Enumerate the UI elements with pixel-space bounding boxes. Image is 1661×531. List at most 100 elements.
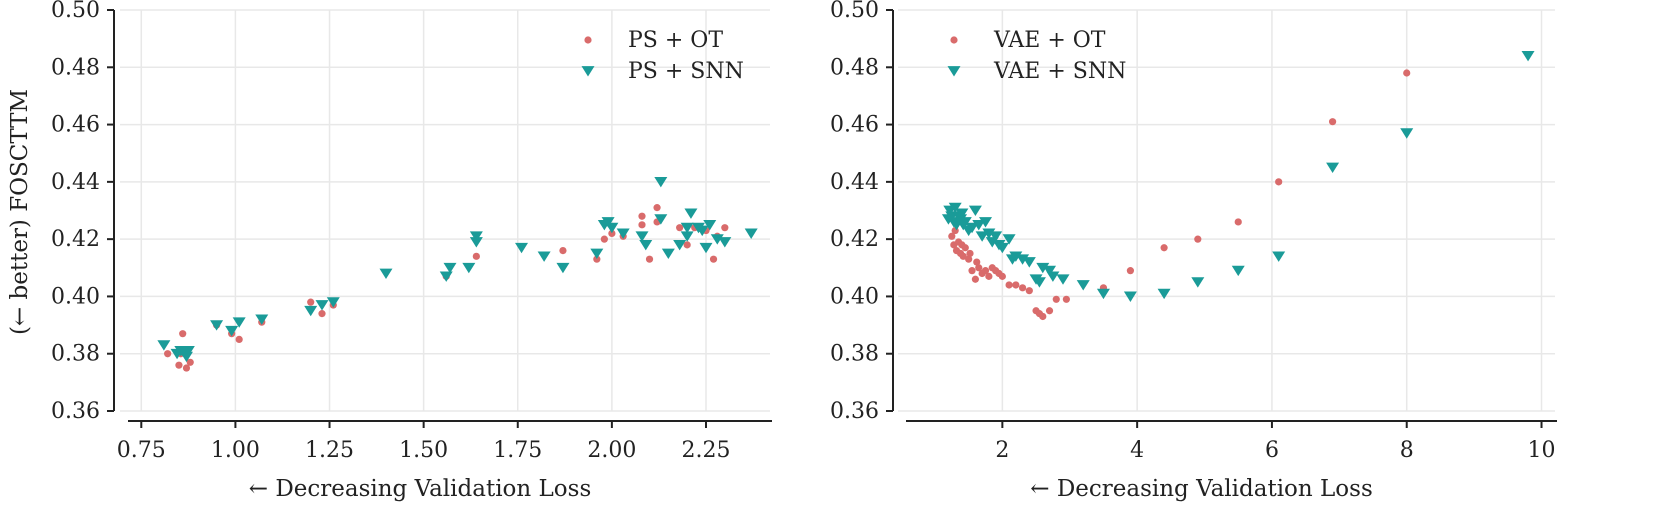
y-tick-label: 0.36 bbox=[51, 399, 100, 424]
data-point-snn bbox=[462, 262, 476, 274]
data-point-ot bbox=[1045, 307, 1054, 315]
y-tick-label: 0.46 bbox=[830, 113, 879, 138]
y-tick-label: 0.46 bbox=[51, 113, 100, 138]
data-point-snn bbox=[1046, 271, 1060, 282]
data-point-ot bbox=[1012, 281, 1020, 289]
data-point-ot bbox=[968, 267, 976, 275]
data-point-ot bbox=[608, 229, 616, 238]
x-axis-title: ← Decreasing Validation Loss bbox=[1030, 476, 1373, 502]
data-point-snn bbox=[703, 219, 717, 231]
data-point-ot bbox=[1005, 281, 1013, 289]
data-point-snn bbox=[1043, 265, 1057, 277]
data-point-snn bbox=[968, 205, 982, 217]
data-point-ot bbox=[559, 247, 567, 255]
data-point-snn bbox=[469, 231, 483, 242]
data-point-ot bbox=[1328, 118, 1337, 126]
data-point-snn bbox=[661, 248, 675, 259]
data-point-ot bbox=[709, 255, 718, 263]
x-tick-label: 1.50 bbox=[399, 438, 448, 463]
x-tick-label: 1.00 bbox=[211, 438, 260, 463]
y-tick-label: 0.48 bbox=[51, 55, 100, 80]
data-point-snn bbox=[654, 214, 668, 225]
data-point-ot bbox=[472, 252, 480, 260]
y-tick-label: 0.42 bbox=[51, 227, 100, 252]
data-point-snn bbox=[995, 242, 1009, 254]
data-point-ot bbox=[593, 255, 601, 263]
data-point-snn bbox=[1191, 277, 1205, 288]
chart-right-panel: 0.36 0.38 0.40 0.42 0.44 0.46 0.48 0.50 2 4 6 8 10 ← … bbox=[830, 0, 1557, 502]
x-tick-label: 8 bbox=[1400, 438, 1414, 463]
y-tick-label: 0.38 bbox=[830, 342, 879, 367]
data-point-ot bbox=[1234, 218, 1242, 226]
data-point-snn bbox=[515, 242, 529, 254]
data-point-snn bbox=[680, 222, 694, 234]
data-point-ot bbox=[1025, 287, 1033, 295]
data-point-snn bbox=[654, 176, 668, 188]
data-point-ot bbox=[683, 241, 691, 249]
x-tick-label: 10 bbox=[1528, 438, 1556, 463]
x-tick-label: 1.75 bbox=[493, 438, 542, 463]
data-point-snn bbox=[304, 305, 318, 317]
y-tick-label: 0.38 bbox=[51, 342, 100, 367]
data-point-snn bbox=[1076, 280, 1090, 291]
x-tick-label: 0.75 bbox=[117, 438, 166, 463]
data-point-snn bbox=[537, 251, 551, 262]
data-point-snn bbox=[1521, 50, 1535, 62]
data-point-snn bbox=[718, 237, 732, 248]
data-point-ot bbox=[1194, 235, 1202, 243]
data-point-snn bbox=[1272, 251, 1286, 262]
y-tick-label: 0.48 bbox=[830, 55, 879, 80]
data-point-ot bbox=[318, 310, 326, 318]
data-point-snn bbox=[1326, 162, 1340, 174]
data-point-snn bbox=[601, 217, 615, 228]
data-point-snn bbox=[605, 222, 619, 234]
data-point-ot bbox=[1052, 295, 1060, 303]
legend-label: PS + SNN bbox=[628, 59, 744, 84]
y-tick-label: 0.40 bbox=[51, 284, 100, 309]
y-tick-label: 0.44 bbox=[51, 170, 100, 195]
data-point-ot bbox=[971, 275, 979, 283]
data-point-snn bbox=[1157, 288, 1171, 300]
data-point-ot bbox=[973, 258, 981, 266]
data-point-snn bbox=[379, 268, 393, 280]
data-point-ot bbox=[645, 255, 654, 263]
data-point-snn bbox=[255, 314, 269, 325]
data-point-snn bbox=[181, 345, 195, 357]
x-tick-label: 6 bbox=[1265, 438, 1279, 463]
data-point-snn bbox=[1016, 254, 1030, 265]
data-point-ot bbox=[1126, 267, 1135, 275]
y-axis-title: (← better) FOSCTTM bbox=[7, 89, 33, 335]
legend-label: PS + OT bbox=[628, 28, 723, 53]
data-point-snn bbox=[179, 351, 193, 363]
data-point-snn bbox=[684, 208, 698, 219]
data-point-snn bbox=[1231, 265, 1245, 277]
data-point-snn bbox=[948, 202, 962, 214]
legend-label: VAE + SNN bbox=[993, 59, 1126, 84]
data-point-ot bbox=[975, 264, 983, 272]
data-point-ot bbox=[638, 221, 646, 229]
x-tick-label: 2.00 bbox=[587, 438, 636, 463]
data-point-ot bbox=[175, 361, 183, 369]
data-point-ot bbox=[966, 249, 974, 258]
data-point-ot bbox=[653, 204, 661, 212]
data-point-ot bbox=[961, 244, 969, 252]
data-point-ot bbox=[1403, 69, 1411, 77]
y-tick-label: 0.42 bbox=[830, 227, 879, 252]
x-axis-title: ← Decreasing Validation Loss bbox=[249, 476, 592, 502]
data-point-ot bbox=[721, 224, 729, 232]
data-point-ot bbox=[307, 298, 315, 306]
data-point-snn bbox=[1002, 234, 1016, 245]
data-point-snn bbox=[699, 242, 713, 254]
data-point-snn bbox=[326, 297, 340, 308]
data-point-ot bbox=[981, 267, 990, 275]
data-point-ot bbox=[600, 235, 608, 243]
data-point-snn bbox=[639, 239, 653, 251]
data-point-snn bbox=[1022, 257, 1036, 268]
data-point-ot bbox=[1160, 244, 1168, 252]
legend-marker-snn bbox=[581, 66, 595, 77]
data-point-snn bbox=[1400, 128, 1414, 139]
data-point-snn bbox=[225, 325, 239, 337]
data-point-snn bbox=[439, 271, 453, 282]
x-tick-label: 2 bbox=[995, 438, 1009, 463]
data-point-snn bbox=[635, 231, 649, 242]
